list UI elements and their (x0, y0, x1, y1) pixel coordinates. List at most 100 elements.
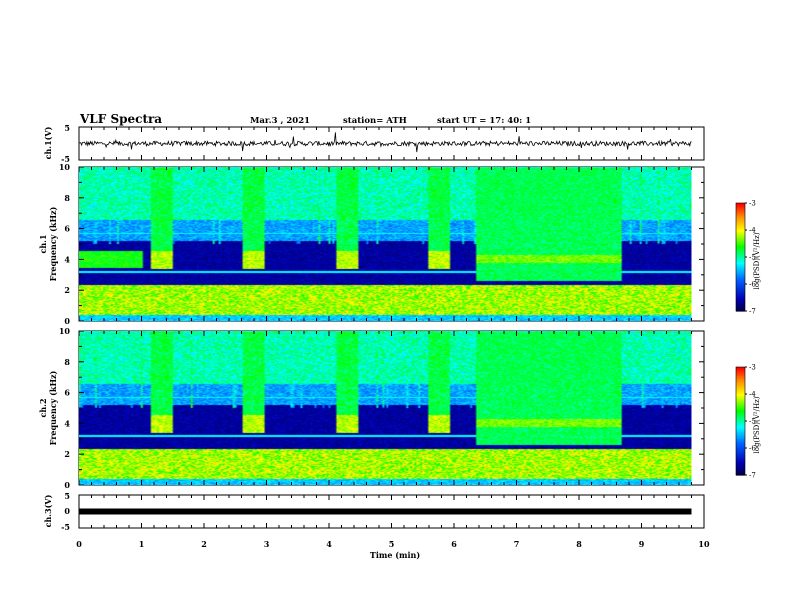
colorbar-tick-label: -5 (749, 254, 756, 262)
colorbar-swatch (736, 246, 745, 249)
x-tick-label: 9 (639, 539, 645, 549)
colorbar-swatch (736, 419, 745, 422)
colorbar-swatch (736, 399, 745, 402)
colorbar-swatch (736, 244, 745, 247)
colorbar-swatch (736, 289, 745, 292)
colorbar-swatch (736, 448, 745, 451)
x-tick-label: 6 (451, 539, 457, 549)
colorbar-swatch (736, 210, 745, 213)
colorbar-swatch (736, 242, 745, 245)
colorbar-swatch (736, 276, 745, 280)
colorbar-swatch (736, 403, 745, 406)
spectrogram-ytick-label: 4 (64, 254, 70, 264)
colorbar-swatch (736, 471, 745, 474)
colorbar-swatch (736, 457, 745, 460)
colorbar-swatch (736, 258, 745, 262)
date-label: Mar.3 , 2021 (250, 116, 310, 126)
spec2-ylabel-freq: Frequency (kHz) (48, 370, 58, 445)
colorbar-swatch (736, 282, 745, 285)
colorbar-swatch (736, 404, 745, 408)
colorbar-swatch (736, 269, 745, 272)
bottom-panel-ylabel: ch.3(V) (43, 494, 53, 527)
colorbar-swatch (736, 442, 745, 445)
x-axis-label: Time (min) (370, 550, 420, 560)
colorbar-swatch (736, 430, 745, 433)
colorbar-swatch (736, 394, 745, 397)
colorbar-swatch (736, 278, 745, 281)
colorbar-swatch (736, 222, 745, 226)
colorbar-swatch (736, 309, 745, 312)
spectrogram-ch1 (79, 167, 692, 321)
colorbar-swatch (736, 221, 745, 224)
station-label: station= ATH (343, 116, 407, 126)
colorbar-swatch (736, 224, 745, 227)
colorbar-swatch (736, 266, 745, 269)
colorbar-swatch (736, 460, 745, 463)
colorbar-swatch (736, 370, 745, 373)
colorbar-swatch (736, 212, 745, 215)
colorbar-tick-label: -4 (749, 227, 756, 235)
colorbar-label: log(PSD)(V²/Hz) (753, 232, 761, 289)
colorbar-swatch (736, 287, 745, 290)
colorbar-swatch (736, 410, 745, 413)
bottom-ytick-5: 5 (64, 491, 70, 501)
colorbar-swatch (736, 466, 745, 469)
colorbar-swatch (736, 255, 745, 258)
colorbar-swatch (736, 386, 745, 390)
colorbar-label: log(PSD)(V²/Hz) (753, 396, 761, 453)
colorbar-swatch (736, 284, 745, 287)
colorbar-swatch (736, 285, 745, 289)
colorbar-swatch (736, 415, 745, 418)
spectrogram-ytick-label: 2 (64, 449, 70, 459)
colorbar-swatch (736, 231, 745, 235)
colorbar-swatch (736, 395, 745, 399)
colorbar-tick-label: -5 (749, 418, 756, 426)
spec2-ylabel-channel: ch.2 (38, 398, 48, 417)
x-tick-labels: 0 1 2 3 4 5 6 7 8 9 10 (76, 539, 710, 549)
colorbar-swatch (736, 462, 745, 465)
x-tick-label: 3 (264, 539, 270, 549)
bottom-ytick-minus5: -5 (61, 522, 70, 532)
colorbar-swatch (736, 228, 745, 231)
colorbar-swatch (736, 383, 745, 386)
colorbar-tick-label: -6 (749, 445, 756, 453)
top-ytick-minus5: -5 (61, 154, 70, 164)
colorbar-tick-label: -7 (749, 308, 756, 316)
x-tick-label: 0 (76, 539, 82, 549)
colorbar-swatch (736, 296, 745, 299)
colorbar-swatch (736, 307, 745, 310)
colorbar-swatch (736, 422, 745, 426)
colorbar-swatch (736, 215, 745, 218)
colorbar-swatch (736, 473, 745, 476)
colorbar-swatch (736, 293, 745, 296)
colorbar-tick-label: -7 (749, 472, 756, 480)
colorbar-swatch (736, 392, 745, 395)
colorbar-swatch (736, 367, 745, 370)
colorbar-swatch (736, 368, 745, 372)
colorbar-swatch (736, 203, 745, 206)
colorbar-swatch (736, 305, 745, 308)
colorbar-swatch (736, 235, 745, 238)
colorbar-swatch (736, 433, 745, 436)
colorbar-swatch (736, 424, 745, 427)
colorbar-swatch (736, 421, 745, 424)
colorbar-swatch (736, 271, 745, 274)
colorbar-swatch (736, 298, 745, 301)
colorbar-swatch (736, 467, 745, 471)
colorbar-swatch (736, 240, 745, 244)
spectrogram-ytick-label: 0 (64, 316, 70, 326)
colorbar-swatch (736, 206, 745, 209)
colorbar-swatch (736, 458, 745, 462)
colorbar-swatch (736, 208, 745, 211)
spectrogram-ytick-label: 8 (64, 357, 70, 367)
colorbar-swatch (736, 267, 745, 271)
x-tick-label: 2 (201, 539, 207, 549)
colorbar-swatch (736, 303, 745, 307)
colorbar-swatch (736, 376, 745, 379)
colorbar-swatch (736, 388, 745, 391)
colorbar-swatch (736, 464, 745, 467)
colorbar-swatch (736, 300, 745, 303)
colorbar-swatch (736, 275, 745, 278)
ch1-waveform (78, 132, 692, 153)
spectrogram-ytick-label: 0 (64, 480, 70, 490)
